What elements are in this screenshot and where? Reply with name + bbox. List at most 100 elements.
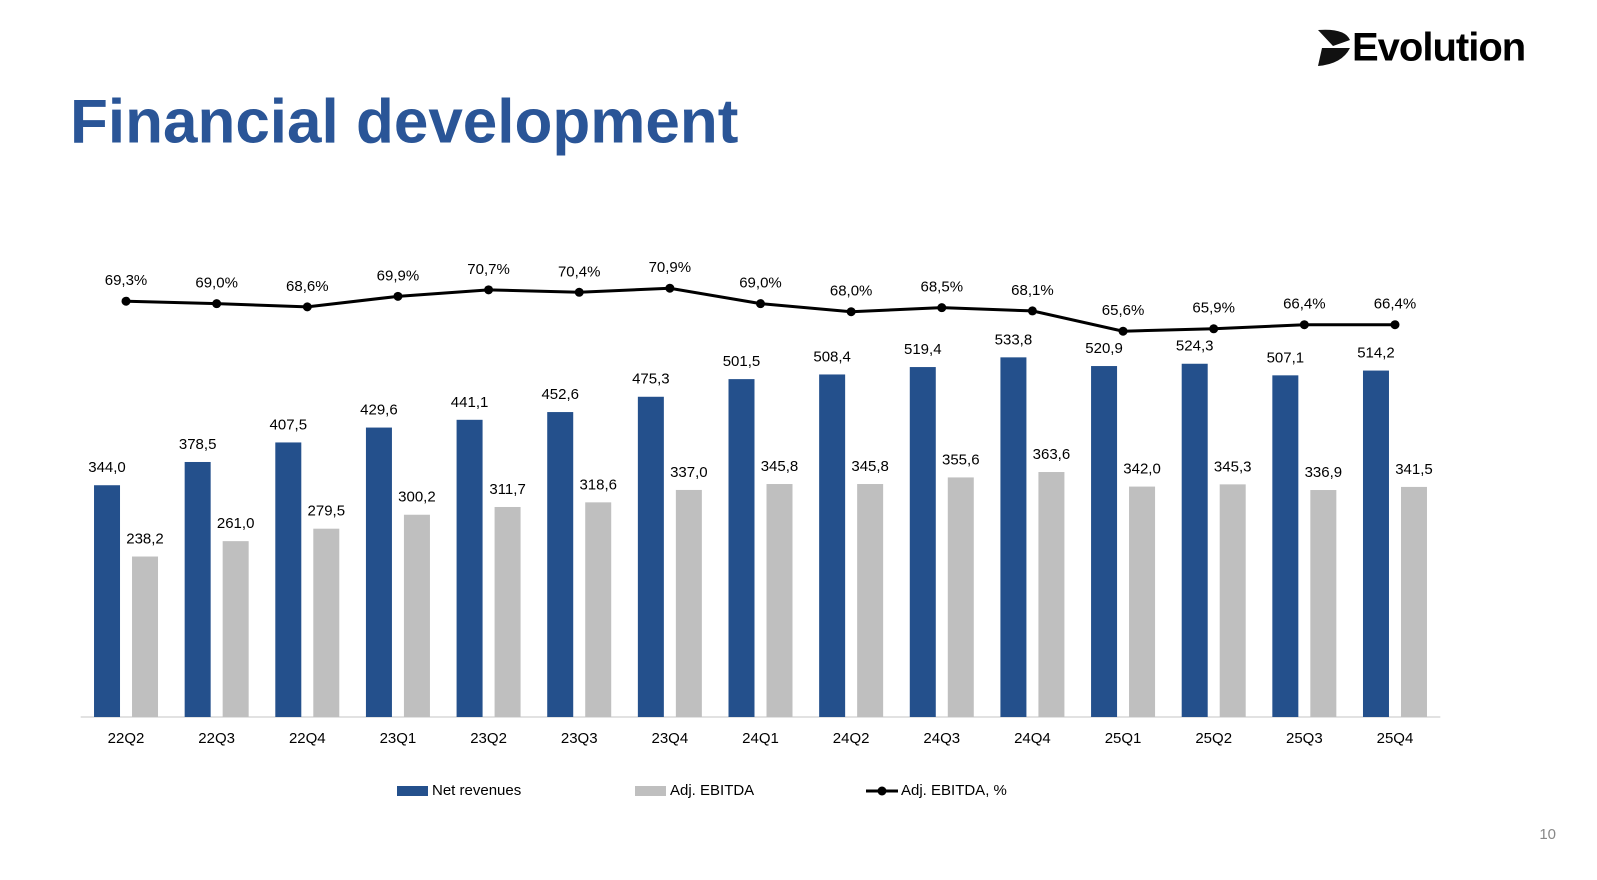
- bar: [1181, 363, 1208, 717]
- logo-text: Evolution: [1352, 26, 1525, 70]
- bar: [365, 427, 392, 717]
- bar-value-label: 342,0: [1123, 461, 1161, 478]
- line-point: [121, 296, 131, 306]
- bar-value-label: 452,6: [541, 386, 579, 403]
- logo-icon: [1318, 29, 1350, 66]
- slide-title: Financial development: [70, 87, 738, 156]
- legend-swatch-dot: [877, 786, 887, 796]
- bar-value-label: 355,6: [942, 451, 980, 468]
- x-tick-label: 23Q4: [652, 730, 689, 747]
- bar: [1038, 472, 1065, 717]
- bar-value-label: 441,1: [451, 394, 489, 411]
- bar: [494, 506, 521, 717]
- bar-value-label: 318,6: [579, 476, 617, 493]
- bar: [766, 484, 793, 717]
- line-point: [1118, 326, 1128, 336]
- line-value-label: 69,0%: [739, 275, 782, 292]
- bar: [909, 367, 936, 717]
- x-tick-label: 22Q2: [108, 730, 145, 747]
- bar-value-label: 336,9: [1305, 464, 1343, 481]
- line-point: [1209, 324, 1219, 334]
- bar: [585, 502, 612, 717]
- bar-value-label: 520,9: [1085, 340, 1123, 357]
- line-value-label: 69,9%: [377, 267, 420, 284]
- x-tick-label: 23Q3: [561, 730, 598, 747]
- x-tick-label: 23Q2: [470, 730, 507, 747]
- bar-value-label: 344,0: [88, 459, 126, 476]
- bar-value-label: 238,2: [126, 530, 164, 547]
- bar: [1129, 486, 1156, 717]
- bar-value-label: 429,6: [360, 402, 398, 419]
- bar: [1091, 366, 1118, 717]
- bar: [675, 489, 702, 717]
- line-value-label: 69,0%: [195, 275, 238, 292]
- bar-value-label: 345,8: [851, 458, 889, 475]
- line-point: [1390, 320, 1400, 330]
- bar: [857, 484, 884, 717]
- bar: [1272, 375, 1299, 717]
- legend-swatch: [397, 786, 428, 796]
- x-tick-label: 25Q4: [1377, 730, 1414, 747]
- x-tick-label: 23Q1: [380, 730, 417, 747]
- bar-value-label: 475,3: [632, 371, 670, 388]
- legend-label: Adj. EBITDA, %: [901, 782, 1007, 799]
- line-value-label: 68,6%: [286, 278, 329, 295]
- bar: [1000, 357, 1027, 717]
- bar-value-label: 337,0: [670, 464, 708, 481]
- bar: [547, 412, 574, 717]
- bar-value-label: 407,5: [270, 416, 308, 433]
- bar-value-label: 341,5: [1395, 461, 1433, 478]
- legend-label: Net revenues: [432, 782, 521, 799]
- line-value-label: 70,4%: [558, 263, 601, 280]
- legend-swatch: [635, 786, 666, 796]
- bar: [1219, 484, 1246, 717]
- logo: Evolution: [1318, 26, 1526, 70]
- line-value-label: 65,9%: [1192, 300, 1235, 317]
- bar-value-label: 533,8: [995, 331, 1033, 348]
- line-value-label: 70,7%: [467, 261, 510, 278]
- bar-value-label: 501,5: [723, 353, 761, 370]
- bar: [184, 461, 211, 717]
- line-point: [846, 307, 856, 317]
- bar: [456, 419, 483, 717]
- bar-value-label: 507,1: [1267, 349, 1305, 366]
- line-value-label: 68,0%: [830, 283, 873, 300]
- bar: [637, 396, 664, 717]
- line-point: [1299, 320, 1309, 330]
- line-point: [1027, 306, 1037, 316]
- line-value-label: 68,1%: [1011, 282, 1054, 299]
- bar-value-label: 345,3: [1214, 458, 1252, 475]
- bar: [94, 485, 121, 717]
- x-tick-label: 25Q2: [1195, 730, 1232, 747]
- line-point: [484, 285, 494, 295]
- x-tick-label: 22Q4: [289, 730, 326, 747]
- x-tick-label: 25Q3: [1286, 730, 1323, 747]
- bar: [1400, 486, 1427, 717]
- line-value-label: 65,6%: [1102, 302, 1145, 319]
- bar-value-label: 261,0: [217, 515, 255, 532]
- line-point: [393, 291, 403, 301]
- bar: [403, 514, 430, 717]
- line-point: [937, 303, 947, 313]
- bar-value-label: 378,5: [179, 436, 217, 453]
- bar-value-label: 345,8: [761, 458, 799, 475]
- x-tick-label: 24Q2: [833, 730, 870, 747]
- bar-value-label: 363,6: [1033, 446, 1071, 463]
- page-number: 10: [1539, 826, 1556, 843]
- bar: [947, 477, 974, 717]
- bar-value-label: 300,2: [398, 489, 436, 506]
- line-value-label: 70,9%: [649, 259, 692, 276]
- bar: [132, 556, 159, 717]
- bar: [222, 541, 249, 717]
- bar: [819, 374, 846, 717]
- x-tick-label: 25Q1: [1105, 730, 1142, 747]
- x-tick-label: 24Q3: [923, 730, 960, 747]
- x-tick-label: 24Q1: [742, 730, 779, 747]
- line-point: [756, 299, 765, 309]
- line-point: [665, 283, 675, 293]
- legend-label: Adj. EBITDA: [670, 782, 754, 799]
- bar: [728, 379, 755, 717]
- bar: [313, 528, 340, 717]
